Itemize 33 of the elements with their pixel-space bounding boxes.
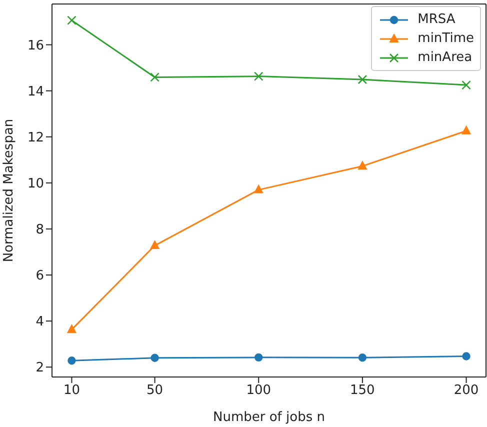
y-tick-label: 6 <box>36 268 44 284</box>
point <box>462 352 470 360</box>
point <box>254 72 264 81</box>
y-tick-label: 4 <box>36 314 44 330</box>
x-tick-label: 200 <box>454 383 479 398</box>
point <box>358 74 368 84</box>
x-tick-label: 10 <box>63 383 80 398</box>
x-tick-label: 50 <box>146 383 164 398</box>
y-axis-title: Normalized Makespan <box>2 118 17 262</box>
point <box>67 16 76 25</box>
y-tick-label: 14 <box>27 84 44 100</box>
legend-label: minTime <box>418 31 474 46</box>
point <box>358 161 367 170</box>
point <box>150 240 160 250</box>
point <box>68 356 76 365</box>
x-axis-title: Number of jobs n <box>213 410 325 425</box>
point <box>254 353 263 362</box>
point <box>358 354 367 362</box>
legend-label: MRSA <box>418 12 456 27</box>
point <box>254 184 264 194</box>
y-tick-label: 8 <box>36 222 44 238</box>
point <box>462 80 471 90</box>
point <box>67 324 76 334</box>
y-tick-label: 16 <box>27 38 44 54</box>
x-tick-label: 150 <box>350 383 375 398</box>
legend-label: minArea <box>418 50 472 65</box>
point <box>150 354 159 362</box>
y-tick-label: 12 <box>27 130 44 146</box>
x-tick-label: 100 <box>246 383 272 398</box>
y-tick-label: 2 <box>36 360 44 376</box>
point <box>150 72 160 82</box>
y-tick-label: 10 <box>27 176 44 192</box>
point <box>462 126 471 134</box>
